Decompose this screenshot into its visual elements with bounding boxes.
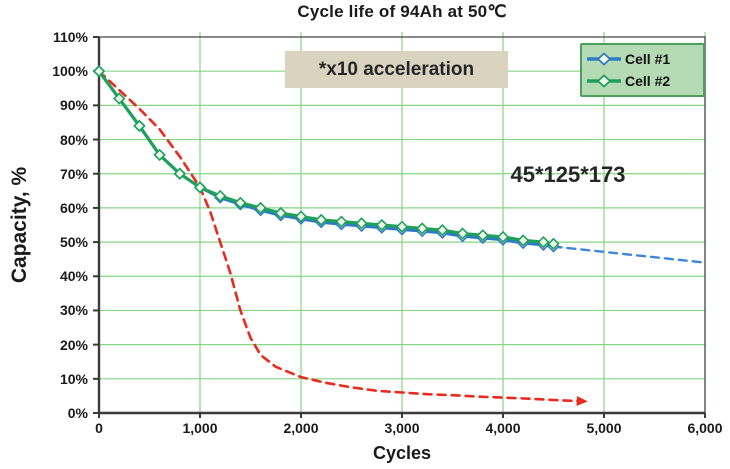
- y-tick-label: 90%: [59, 97, 88, 114]
- marker-cell-2: [193, 181, 207, 194]
- legend-item-cell-2: Cell #2: [586, 71, 699, 91]
- y-tick-label: 50%: [59, 234, 88, 251]
- series-line-x10-accelerated-curve: [97, 69, 581, 403]
- marker-cell-2: [547, 237, 560, 250]
- marker-cell-2: [254, 201, 267, 215]
- marker-cell-2: [416, 222, 429, 235]
- y-tick-label: 10%: [59, 370, 88, 387]
- marker-cell-2: [234, 196, 247, 209]
- marker-cell-2: [355, 217, 368, 230]
- x-tick-label: 6,000: [687, 420, 723, 436]
- y-tick-label: 40%: [59, 268, 88, 285]
- y-tick-label: 20%: [59, 336, 88, 353]
- marker-cell-2: [456, 227, 469, 240]
- marker-cell-2: [153, 148, 166, 162]
- series-line-cell-2: [97, 69, 556, 246]
- y-tick-label: 100%: [52, 63, 88, 80]
- x-tick-label: 5,000: [586, 420, 622, 436]
- x-tick-label: 0: [95, 420, 103, 436]
- cell-1-marker-icon: [587, 51, 621, 66]
- y-tick-label: 110%: [52, 29, 88, 45]
- x-tick-label: 2,000: [283, 420, 319, 436]
- marker-cell-2: [173, 167, 186, 180]
- cell-dimensions-annotation: 45*125*173: [510, 162, 626, 187]
- marker-cell-2: [395, 220, 409, 233]
- marker-cell-2: [517, 234, 530, 247]
- marker-cell-2: [335, 215, 348, 228]
- arrowhead-icon: [576, 395, 588, 406]
- y-tick-label: 60%: [59, 199, 88, 216]
- y-tick-label: 0%: [67, 405, 88, 421]
- marker-cell-2: [133, 119, 146, 133]
- x-tick-label: 4,000: [485, 420, 521, 436]
- marker-cell-2: [436, 223, 449, 237]
- legend: Cell #1 Cell #2: [580, 43, 705, 97]
- x-tick-label: 1,000: [182, 420, 218, 436]
- series-line-cell-1-extrapolation: [552, 245, 707, 264]
- marker-cell-2: [315, 213, 328, 227]
- marker-cell-2: [476, 229, 489, 242]
- acceleration-annotation: *x10 acceleration: [285, 51, 508, 88]
- marker-cell-2: [537, 235, 550, 249]
- legend-label-cell-2: Cell #2: [625, 73, 671, 90]
- marker-cell-2: [274, 206, 287, 220]
- x-tick-label: 3,000: [384, 420, 420, 436]
- x-axis-title: Cycles: [372, 443, 432, 463]
- marker-cell-2: [92, 65, 106, 78]
- marker-cell-2: [214, 189, 227, 203]
- y-tick-label: 70%: [59, 165, 88, 182]
- marker-cell-2: [294, 210, 308, 223]
- legend-label-cell-1: Cell #1: [625, 50, 671, 67]
- y-tick-label: 30%: [59, 302, 88, 319]
- chart-title: Cycle life of 94Ah at 50℃: [297, 2, 507, 21]
- cell-2-marker-icon: [587, 74, 621, 89]
- marker-cell-2: [496, 230, 510, 244]
- y-tick-label: 80%: [59, 131, 88, 148]
- legend-item-cell-1: Cell #1: [586, 49, 699, 69]
- marker-cell-2: [113, 92, 126, 105]
- marker-cell-2: [375, 218, 388, 232]
